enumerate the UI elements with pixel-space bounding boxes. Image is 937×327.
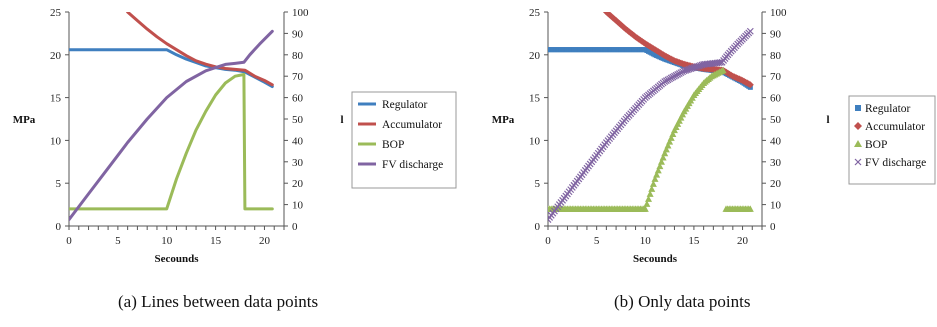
y-tick-label: 20: [50, 50, 62, 62]
legend-label: BOP: [382, 139, 404, 151]
y2-tick-label: 50: [292, 114, 304, 126]
y-tick-label: 25: [50, 7, 62, 19]
y2-tick-label: 10: [292, 200, 304, 212]
y-tick-label: 10: [50, 135, 62, 147]
y2-tick-label: 20: [292, 178, 304, 190]
x-tick-label: 20: [259, 235, 271, 247]
x-tick-label: 5: [115, 235, 121, 247]
series-bop: [69, 73, 274, 211]
y2-tick-label: 0: [292, 221, 298, 233]
y-tick-label: 0: [56, 221, 62, 233]
legend-item-regulator: Regulator: [358, 99, 428, 111]
legend-label: FV discharge: [382, 159, 443, 171]
y-axis-label: MPa: [13, 114, 36, 126]
line-fv-discharge: [69, 29, 274, 222]
y-tick-label: 5: [56, 178, 62, 190]
y2-tick-label: 60: [292, 93, 304, 105]
series-fv-discharge: [69, 29, 274, 222]
y2-tick-label: 100: [292, 7, 309, 19]
y2-tick-label: 80: [292, 50, 304, 62]
legend-item-accumulator: Accumulator: [358, 119, 442, 131]
series-accumulator: [126, 12, 274, 87]
y2-tick-label: 70: [292, 71, 304, 83]
y2-axis-label: l: [340, 114, 343, 126]
series-regulator: [69, 48, 274, 88]
x-tick-label: 0: [66, 235, 72, 247]
chart-a-lines: 0 5 10 15 20 0 5 10 15 20 25 0 10 20 30 40 50 60 70 80 90 100…: [13, 7, 457, 265]
legend-item-bop: BOP: [358, 139, 404, 151]
legend-box: [351, 91, 457, 189]
y-tick-label: 15: [50, 93, 62, 105]
legend-item-fv-discharge: FV discharge: [358, 159, 443, 171]
line-bop: [69, 73, 274, 211]
y2-tick-label: 40: [292, 135, 304, 147]
caption-a: (a) Lines between data points: [118, 292, 319, 311]
caption-b: (b) Only data points: [614, 292, 751, 311]
plot-0: 0 5 10 15 20 0 5 10 15 20 25 0 10 20 30 40 50 60 70 80 90 100…: [13, 7, 344, 265]
x-axis-label: Secounds: [154, 253, 199, 265]
y2-tick-label: 30: [292, 157, 304, 169]
line-accumulator: [126, 12, 274, 87]
x-tick-label: 10: [161, 235, 173, 247]
legend-label: Regulator: [382, 99, 428, 111]
x-tick-label: 15: [210, 235, 222, 247]
line-regulator: [69, 48, 274, 88]
y2-tick-label: 90: [292, 28, 304, 40]
plot-area: [69, 12, 274, 222]
legend-label: Accumulator: [382, 119, 442, 131]
legend-0: Regulator Accumulator BOP FV discharge: [351, 91, 457, 189]
